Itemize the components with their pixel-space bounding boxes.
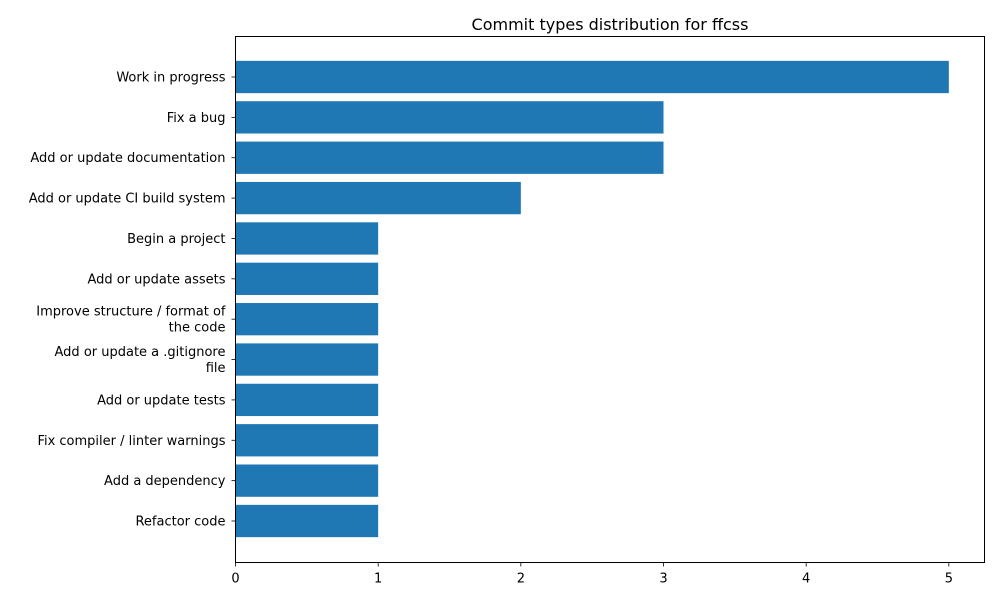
y-tick-label: Fix compiler / linter warnings [37, 434, 225, 449]
bar [235, 343, 379, 376]
bar [235, 262, 379, 295]
y-tick-label-line: the code [169, 321, 226, 336]
y-tick-label-line: Fix compiler / linter warnings [37, 434, 225, 449]
y-tick-label-line: Add or update tests [97, 393, 226, 408]
bar [235, 141, 664, 174]
bar [235, 101, 664, 134]
y-tick-label: Add or update tests [97, 393, 226, 408]
y-tick-label-line: Add or update assets [87, 272, 225, 287]
y-tick-label: Add or update assets [87, 272, 225, 287]
plot-frame [235, 36, 985, 563]
bar [235, 60, 949, 94]
bar [235, 222, 379, 255]
y-tick-label: Add or update a .gitignore file [55, 345, 226, 376]
chart-title: Commit types distribution for ffcss [472, 15, 749, 34]
y-tick-label-line: Work in progress [116, 71, 225, 86]
y-tick-label: Add or update CI build system [29, 192, 226, 207]
y-tick-label-line: Improve structure / format of [36, 305, 226, 320]
y-tick-label-line: Begin a project [127, 232, 225, 247]
bar [235, 181, 521, 215]
bar [235, 383, 379, 417]
y-tick-label-line: file [206, 361, 226, 376]
y-tick-label-line: Add or update a .gitignore [55, 345, 226, 360]
y-tick-label-line: Add or update documentation [30, 151, 225, 166]
y-tick-label: Fix a bug [167, 111, 226, 126]
bar [235, 303, 379, 336]
x-tick-label: 1 [374, 572, 382, 587]
y-tick-label: Begin a project [127, 232, 225, 247]
y-tick-label-line: Fix a bug [167, 111, 226, 126]
x-tick-label: 5 [945, 572, 953, 587]
bar [235, 464, 379, 497]
x-tick-label: 3 [659, 572, 667, 587]
y-tick-label-line: Add a dependency [104, 474, 226, 489]
y-tick-label: Work in progress [116, 71, 225, 86]
y-tick-label: Refactor code [135, 515, 225, 530]
x-axis: 0 1 2 3 4 5 [231, 562, 953, 587]
bar [235, 424, 379, 457]
x-tick-label: 0 [231, 572, 239, 587]
y-tick-label-line: Add or update CI build system [29, 192, 226, 207]
y-axis: Work in progress Fix a bug Add or update d… [29, 71, 236, 530]
y-tick-label-line: Refactor code [135, 515, 225, 530]
y-tick-label: Add a dependency [104, 474, 226, 489]
y-tick-label: Add or update documentation [30, 151, 225, 166]
bars-layer [235, 60, 949, 538]
y-tick-label: Improve structure / format of the code [36, 305, 226, 336]
x-tick-label: 4 [802, 572, 810, 587]
bar [235, 504, 379, 538]
x-tick-label: 2 [517, 572, 525, 587]
